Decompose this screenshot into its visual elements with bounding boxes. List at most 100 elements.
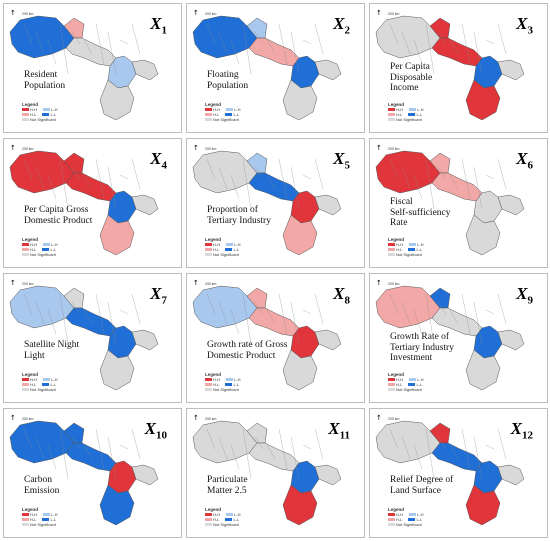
map-panel: ↑ 200 km X1 Resident Population Legend H-H L-H… <box>3 3 182 133</box>
legend-title: Legend <box>205 102 222 107</box>
scale-bar: 200 km <box>388 417 400 421</box>
ns-swatch <box>22 523 29 526</box>
map-legend: Legend H-H L-H H-L L-L Not Significant <box>22 507 82 527</box>
county-boundary <box>83 39 93 55</box>
hh-swatch <box>388 243 395 246</box>
hh-swatch <box>205 513 212 516</box>
county-boundary <box>218 31 228 55</box>
map-panel: ↑ 200 km X2 Floating Population Legend H-H L-H… <box>186 3 365 133</box>
indicator-name: Fiscal Self-sufficiency Rate <box>390 197 451 228</box>
county-boundary <box>314 23 324 55</box>
county-boundary <box>230 39 240 65</box>
region-s <box>465 484 501 526</box>
legend-title: Legend <box>205 372 222 377</box>
county-boundary <box>314 158 324 190</box>
legend-title: Legend <box>22 237 39 242</box>
north-arrow-icon: ↑ <box>376 279 382 287</box>
county-boundary <box>425 428 435 480</box>
scale-bar: 200 km <box>205 12 217 16</box>
legend-item-ns: Not Significant <box>205 252 239 257</box>
ns-swatch <box>388 118 395 121</box>
indicator-name: Particulate Matter 2.5 <box>207 475 248 496</box>
choropleth-map <box>192 420 342 526</box>
scale-bar: 200 km <box>388 12 400 16</box>
region-tail <box>314 194 342 216</box>
legend-item-lh: L-H <box>43 377 58 382</box>
ll-swatch <box>408 113 416 116</box>
legend-item-ns: Not Significant <box>22 522 56 527</box>
county-boundary <box>23 428 33 450</box>
region-ne <box>63 152 85 174</box>
county-boundary <box>497 158 507 190</box>
ll-swatch <box>408 248 416 251</box>
legend-item-hl: H-L <box>388 382 402 387</box>
county-boundary <box>401 31 411 55</box>
north-arrow-icon: ↑ <box>376 9 382 17</box>
map-panel: ↑ 200 km X10 Carbon Emission Legend H-H L-H H-L… <box>3 408 182 538</box>
county-boundary <box>425 158 435 210</box>
variable-label: X6 <box>516 149 533 172</box>
hl-swatch <box>388 383 395 386</box>
county-boundary <box>437 436 447 450</box>
north-arrow-icon: ↑ <box>376 414 382 422</box>
legend-item-hh: H-H <box>22 512 37 517</box>
north-arrow-icon: ↑ <box>10 279 16 287</box>
scale-bar: 200 km <box>205 417 217 421</box>
choropleth-map <box>9 15 159 121</box>
variable-label: X7 <box>150 284 167 307</box>
region-ne <box>246 17 268 39</box>
scale-bar: 200 km <box>388 282 400 286</box>
legend-title: Legend <box>205 237 222 242</box>
indicator-name: Floating Population <box>207 70 249 91</box>
legend-item-ll: L-L <box>225 112 239 117</box>
county-boundary <box>389 428 399 450</box>
county-boundary <box>230 444 240 470</box>
county-boundary <box>473 166 483 210</box>
legend-item-lh: L-H <box>409 512 424 517</box>
county-boundary <box>107 301 117 345</box>
county-boundary <box>95 158 105 200</box>
county-boundary <box>449 309 459 325</box>
region-ne <box>246 287 268 309</box>
map-legend: Legend H-H L-H H-L L-L Not Significant <box>22 237 82 257</box>
map-panel: ↑ 200 km X12 Relief Degree of Land Surface L… <box>369 408 548 538</box>
county-boundary <box>461 23 471 65</box>
choropleth-map <box>192 285 342 391</box>
legend-item-ns: Not Significant <box>205 387 239 392</box>
county-boundary <box>473 436 483 480</box>
county-boundary <box>449 174 459 190</box>
county-boundary <box>401 166 411 190</box>
county-boundary <box>131 158 141 190</box>
legend-item-hh: H-H <box>205 242 220 247</box>
legend-item-ll: L-L <box>42 247 56 252</box>
hh-swatch <box>22 513 29 516</box>
county-boundary <box>59 158 69 210</box>
county-boundary <box>425 23 435 75</box>
county-boundary <box>206 23 216 45</box>
county-boundary <box>107 166 117 210</box>
county-boundary <box>413 174 423 200</box>
map-panel: ↑ 200 km X3 Per Capita Disposable Income Leg… <box>369 3 548 133</box>
county-boundary <box>242 293 252 345</box>
legend-item-hh: H-H <box>205 377 220 382</box>
legend-item-hl: H-L <box>205 112 219 117</box>
ll-swatch <box>42 113 50 116</box>
scale-bar: 200 km <box>22 282 34 286</box>
legend-title: Legend <box>22 372 39 377</box>
region-tail <box>131 329 159 351</box>
legend-item-hl: H-L <box>205 247 219 252</box>
hl-swatch <box>22 248 29 251</box>
county-boundary <box>254 31 264 45</box>
indicator-name: Per Capita Gross Domestic Product <box>24 205 93 226</box>
county-boundary <box>206 158 216 180</box>
variable-label: X9 <box>516 284 533 307</box>
county-boundary <box>389 158 399 180</box>
county-boundary <box>278 158 288 200</box>
region-ne <box>246 152 268 174</box>
lh-swatch <box>43 513 51 516</box>
hl-swatch <box>205 248 212 251</box>
lh-swatch <box>226 513 234 516</box>
region-tail <box>497 464 525 486</box>
map-legend: Legend H-H L-H H-L L-L Not Significant <box>22 372 82 392</box>
region-ne <box>246 422 268 444</box>
